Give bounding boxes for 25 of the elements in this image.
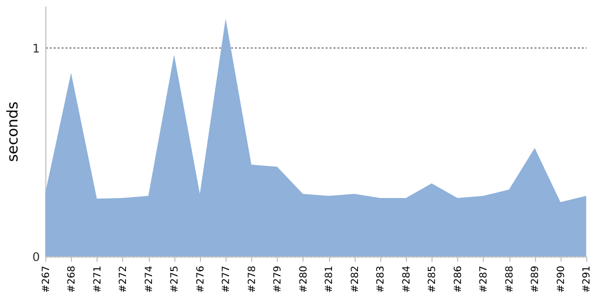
x-tick-label: #274	[144, 266, 155, 293]
x-tick-label: #271	[92, 266, 104, 293]
x-tick-label: #286	[452, 266, 464, 293]
x-tick-label: #268	[66, 266, 78, 293]
x-tick-label: #290	[556, 266, 567, 293]
x-tick-label: #276	[195, 266, 206, 293]
x-tick-label: #267	[40, 266, 52, 293]
x-tick-label: #289	[530, 266, 542, 293]
x-tick-label: #288	[504, 266, 516, 293]
y-tick-label: 1	[32, 41, 40, 56]
x-tick-label: #291	[582, 266, 593, 293]
x-tick-label: #272	[118, 266, 130, 293]
x-tick-label: #284	[401, 266, 412, 293]
x-tick-label: #275	[170, 266, 181, 293]
y-axis-title: seconds	[4, 102, 22, 162]
x-tick-label: #282	[350, 266, 361, 293]
x-tick-label: #287	[478, 266, 490, 293]
x-tick-label: #278	[246, 266, 258, 293]
y-tick-label: 0	[32, 250, 40, 264]
x-tick-label: #281	[324, 266, 336, 293]
x-tick-label: #277	[221, 266, 232, 293]
x-tick-label: #285	[427, 266, 438, 293]
x-tick-label: #283	[376, 266, 387, 293]
x-tick-label: #280	[298, 266, 310, 293]
x-tick-label: #279	[272, 266, 284, 293]
